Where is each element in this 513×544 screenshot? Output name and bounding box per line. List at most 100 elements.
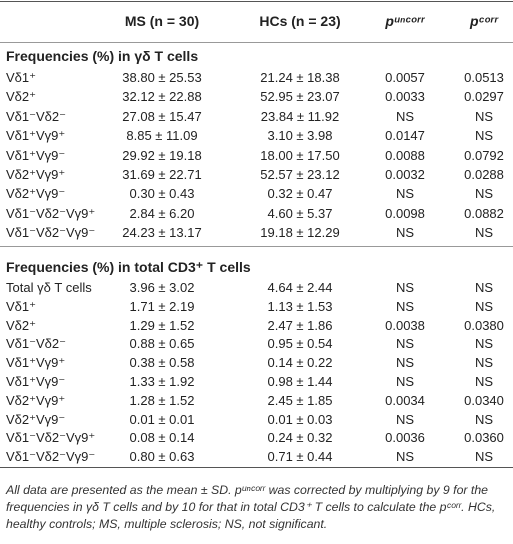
cell: 0.0098 [385,205,425,221]
row-label: Vδ1⁺Vγ9⁻ [6,147,66,163]
row-label: Vδ2⁺Vγ9⁺ [6,392,66,408]
row-label: Vδ1⁺ [6,298,36,314]
cell: 0.0288 [464,167,504,182]
cell: 32.12 ± 22.88 [122,89,202,105]
cell: 0.71 ± 0.44 [267,449,333,465]
cell: 0.32 ± 0.47 [267,186,333,202]
column-header: MS (n = 30) [124,13,200,29]
cell: NS [395,225,415,241]
cell: 0.0792 [464,147,504,163]
cell: NS [474,186,494,202]
cell: 0.0033 [385,89,425,105]
cell: 29.92 ± 19.18 [122,147,202,163]
row-label: Vδ2⁺ [6,317,36,333]
row-label: Vδ1⁻Vδ2⁻Vγ9⁺ [6,205,96,221]
row-label: Vδ2⁺Vγ9⁻ [6,411,66,427]
column-header: pᶜᵒʳʳ [469,13,499,29]
section-title: Frequencies (%) in γδ T cells [6,48,199,64]
rule [0,1,513,2]
cell: 0.0057 [385,70,425,85]
cell: NS [474,225,494,241]
cell: NS [395,411,415,427]
rule [0,467,513,468]
row-label: Vδ2⁺Vγ9⁻ [6,186,66,202]
footnote: All data are presented as the mean ± SD.… [6,483,496,531]
cell: 31.69 ± 22.71 [122,167,202,182]
cell: NS [474,280,494,295]
row-label: Vδ1⁻Vδ2⁻Vγ9⁺ [6,430,96,446]
cell: NS [474,128,494,144]
cell: 0.0034 [385,392,425,408]
row-label: Vδ2⁺ [6,89,36,105]
cell: 0.30 ± 0.43 [129,186,195,202]
cell: 3.96 ± 3.02 [129,280,195,295]
cell: NS [474,374,494,389]
cell: 1.71 ± 2.19 [129,298,195,314]
row-label: Vδ1⁻Vδ2⁻Vγ9⁻ [6,225,96,241]
cell: 0.0038 [385,317,425,333]
cell: 2.47 ± 1.86 [267,317,333,333]
cell: 0.0032 [385,167,425,182]
row-label: Vδ2⁺Vγ9⁺ [6,167,66,182]
cell: 0.0297 [464,89,504,105]
cell: 0.80 ± 0.63 [129,449,195,465]
cell: NS [474,411,494,427]
cell: 0.0147 [385,128,425,144]
cell: 0.0088 [385,147,425,163]
cell: 0.98 ± 1.44 [267,374,333,389]
cell: NS [395,355,415,371]
column-header: HCs (n = 23) [259,13,341,29]
cell: NS [395,186,415,202]
cell: 38.80 ± 25.53 [122,70,202,85]
row-label: Vδ1⁺ [6,70,36,85]
cell: 0.38 ± 0.58 [129,355,195,371]
cell: NS [474,108,494,124]
row-label: Vδ1⁺Vγ9⁺ [6,128,66,144]
cell: NS [395,108,415,124]
section-title: Frequencies (%) in total CD3⁺ T cells [6,259,251,275]
cell: 0.0036 [385,430,425,446]
cell: NS [395,280,415,295]
rule [0,42,513,43]
cell: NS [395,374,415,389]
cell: 27.08 ± 15.47 [122,108,202,124]
cell: 0.14 ± 0.22 [267,355,333,371]
row-label: Vδ1⁻Vδ2⁻Vγ9⁻ [6,449,96,465]
cell: 8.85 ± 11.09 [126,128,198,144]
cell: 2.84 ± 6.20 [129,205,195,221]
cell: 0.0340 [464,392,504,408]
cell: NS [395,449,415,465]
rule [0,246,513,247]
cell: 3.10 ± 3.98 [267,128,333,144]
cell: 0.24 ± 0.32 [267,430,333,446]
cell: 4.64 ± 2.44 [267,280,333,295]
cell: 52.57 ± 23.12 [260,167,340,182]
cell: 0.0380 [464,317,504,333]
cell: NS [395,298,415,314]
cell: 24.23 ± 13.17 [122,225,202,241]
cell: 0.01 ± 0.01 [129,411,195,427]
cell: 0.0513 [464,70,504,85]
row-label: Total γδ T cells [6,280,92,295]
cell: 4.60 ± 5.37 [267,205,333,221]
cell: 23.84 ± 11.92 [260,108,340,124]
row-label: Vδ1⁻Vδ2⁻ [6,108,66,124]
cell: 0.88 ± 0.65 [129,336,195,352]
cell: 18.00 ± 17.50 [260,147,340,163]
cell: 0.95 ± 0.54 [267,336,333,352]
cell: NS [474,298,494,314]
cell: 0.0360 [464,430,504,446]
row-label: Vδ1⁻Vδ2⁻ [6,336,66,352]
column-header: pᵘⁿᶜᵒʳʳ [385,13,425,29]
cell: NS [474,355,494,371]
cell: 52.95 ± 23.07 [260,89,340,105]
cell: 0.08 ± 0.14 [129,430,195,446]
row-label: Vδ1⁺Vγ9⁻ [6,374,66,389]
cell: 1.13 ± 1.53 [267,298,333,314]
cell: NS [474,336,494,352]
cell: 21.24 ± 18.38 [260,70,340,85]
cell: 1.29 ± 1.52 [129,317,195,333]
cell: 1.33 ± 1.92 [129,374,195,389]
cell: 1.28 ± 1.52 [129,392,195,408]
